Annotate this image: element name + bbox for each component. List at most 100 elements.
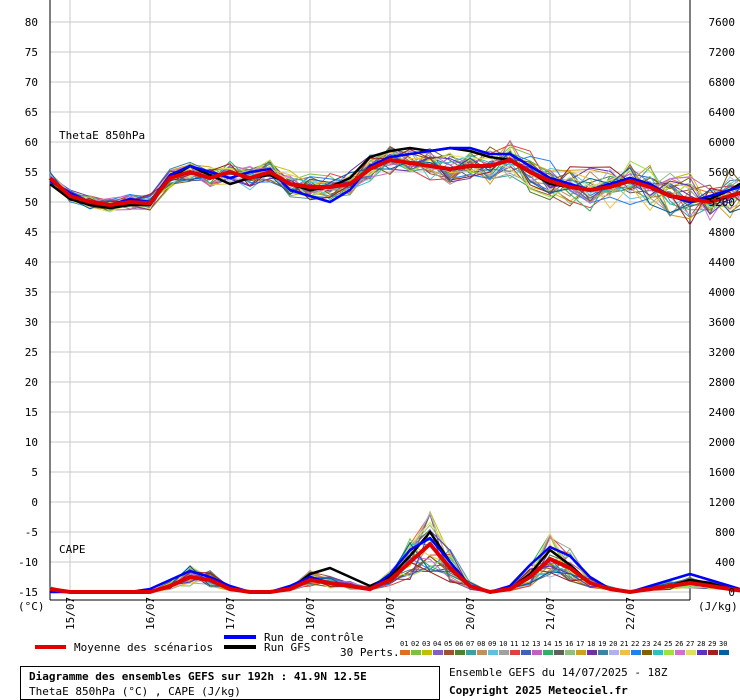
pert-number: 12 xyxy=(521,640,529,648)
pert-thetae-line xyxy=(49,154,740,213)
pert-swatch xyxy=(466,650,476,655)
chart-title: Diagramme des ensembles GEFS sur 192h : … xyxy=(29,670,367,683)
left-tick-label: 25 xyxy=(25,346,38,359)
pert-number: 18 xyxy=(587,640,595,648)
left-tick-label: 60 xyxy=(25,136,38,149)
pert-swatch xyxy=(686,650,696,655)
left-tick-label: 10 xyxy=(25,436,38,449)
left-tick-label: 30 xyxy=(25,316,38,329)
legend-control-label: Run de contrôle xyxy=(264,631,363,644)
pert-swatch xyxy=(477,650,487,655)
pert-swatch xyxy=(708,650,718,655)
left-tick-label: 55 xyxy=(25,166,38,179)
pert-thetae-line xyxy=(49,147,740,212)
right-tick-label: 3200 xyxy=(709,346,736,359)
chart-subtitle: ThetaE 850hPa (°C) , CAPE (J/kg) xyxy=(29,685,241,698)
left-tick-label: 5 xyxy=(31,466,38,479)
x-date-label: 15/07 xyxy=(64,597,77,630)
pert-thetae-line xyxy=(49,155,740,211)
copyright: Copyright 2025 Meteociel.fr xyxy=(449,684,628,697)
pert-number: 09 xyxy=(488,640,496,648)
pert-number: 27 xyxy=(686,640,694,648)
pert-swatch xyxy=(499,650,509,655)
left-tick-label: 35 xyxy=(25,286,38,299)
pert-swatch xyxy=(565,650,575,655)
left-tick-label: 15 xyxy=(25,406,38,419)
pert-number: 21 xyxy=(620,640,628,648)
right-tick-label: 400 xyxy=(715,556,735,569)
x-date-label: 22/07 xyxy=(624,597,637,630)
right-unit-label: (J/kg) xyxy=(698,600,738,613)
pert-swatch xyxy=(631,650,641,655)
pert-swatch xyxy=(455,650,465,655)
pert-number: 13 xyxy=(532,640,540,648)
right-tick-label: 1600 xyxy=(709,466,736,479)
pert-number: 23 xyxy=(642,640,650,648)
right-tick-label: 4400 xyxy=(709,256,736,269)
pert-number: 24 xyxy=(653,640,661,648)
pert-number: 10 xyxy=(499,640,507,648)
pert-thetae-line xyxy=(49,150,740,216)
pert-swatch xyxy=(411,650,421,655)
thetae-panel-label: ThetaE 850hPa xyxy=(59,129,145,142)
pert-swatch xyxy=(543,650,553,655)
pert-number: 20 xyxy=(609,640,617,648)
left-tick-label: 40 xyxy=(25,256,38,269)
right-tick-label: 6400 xyxy=(709,106,736,119)
pert-swatch xyxy=(642,650,652,655)
pert-swatch xyxy=(521,650,531,655)
pert-number: 06 xyxy=(455,640,463,648)
pert-number: 02 xyxy=(411,640,419,648)
pert-number: 15 xyxy=(554,640,562,648)
left-tick-label: -15 xyxy=(18,586,38,599)
pert-swatch xyxy=(609,650,619,655)
pert-number: 26 xyxy=(675,640,683,648)
left-tick-label: 50 xyxy=(25,196,38,209)
x-date-label: 16/07 xyxy=(144,597,157,630)
pert-swatch xyxy=(587,650,597,655)
legend-mean-label: Moyenne des scénarios xyxy=(74,641,213,654)
pert-swatch xyxy=(697,650,707,655)
right-tick-label: 2800 xyxy=(709,376,736,389)
pert-thetae-line xyxy=(49,153,740,215)
right-tick-label: 5200 xyxy=(709,196,736,209)
right-tick-label: 1200 xyxy=(709,496,736,509)
pert-swatch xyxy=(653,650,663,655)
pert-swatch xyxy=(400,650,410,655)
left-tick-label: -5 xyxy=(25,526,38,539)
left-tick-label: -10 xyxy=(18,556,38,569)
pert-number: 05 xyxy=(444,640,452,648)
legend-perts-label: 30 Perts. xyxy=(340,646,400,659)
series-thetae-line xyxy=(48,158,740,207)
left-tick-label: 0 xyxy=(31,496,38,509)
pert-number: 16 xyxy=(565,640,573,648)
pert-swatch xyxy=(422,650,432,655)
left-tick-label: 70 xyxy=(25,76,38,89)
right-tick-label: 6800 xyxy=(709,76,736,89)
pert-swatch xyxy=(444,650,454,655)
left-tick-label: 20 xyxy=(25,376,38,389)
series-cape-line xyxy=(50,536,740,594)
pert-swatch xyxy=(620,650,630,655)
pert-number: 22 xyxy=(631,640,639,648)
pert-swatch xyxy=(675,650,685,655)
pert-number: 28 xyxy=(697,640,705,648)
pert-swatch xyxy=(510,650,520,655)
plot-area xyxy=(50,0,690,600)
left-unit-label: (°C) xyxy=(18,600,45,613)
pert-number: 08 xyxy=(477,640,485,648)
pert-number: 14 xyxy=(543,640,551,648)
pert-number: 11 xyxy=(510,640,518,648)
legend-gfs-label: Run GFS xyxy=(264,641,310,654)
pert-number: 17 xyxy=(576,640,584,648)
perts-legend: 01 02 03 04 05 06 07 08 09 10 11 12 13 14 15 16 17 18 19 20… xyxy=(400,640,729,655)
x-date-label: 17/07 xyxy=(224,597,237,630)
right-tick-label: 5600 xyxy=(709,166,736,179)
pert-swatch xyxy=(576,650,586,655)
x-date-label: 21/07 xyxy=(544,597,557,630)
left-tick-label: 45 xyxy=(25,226,38,239)
right-tick-label: 3600 xyxy=(709,316,736,329)
x-date-label: 18/07 xyxy=(304,597,317,630)
pert-swatch xyxy=(664,650,674,655)
